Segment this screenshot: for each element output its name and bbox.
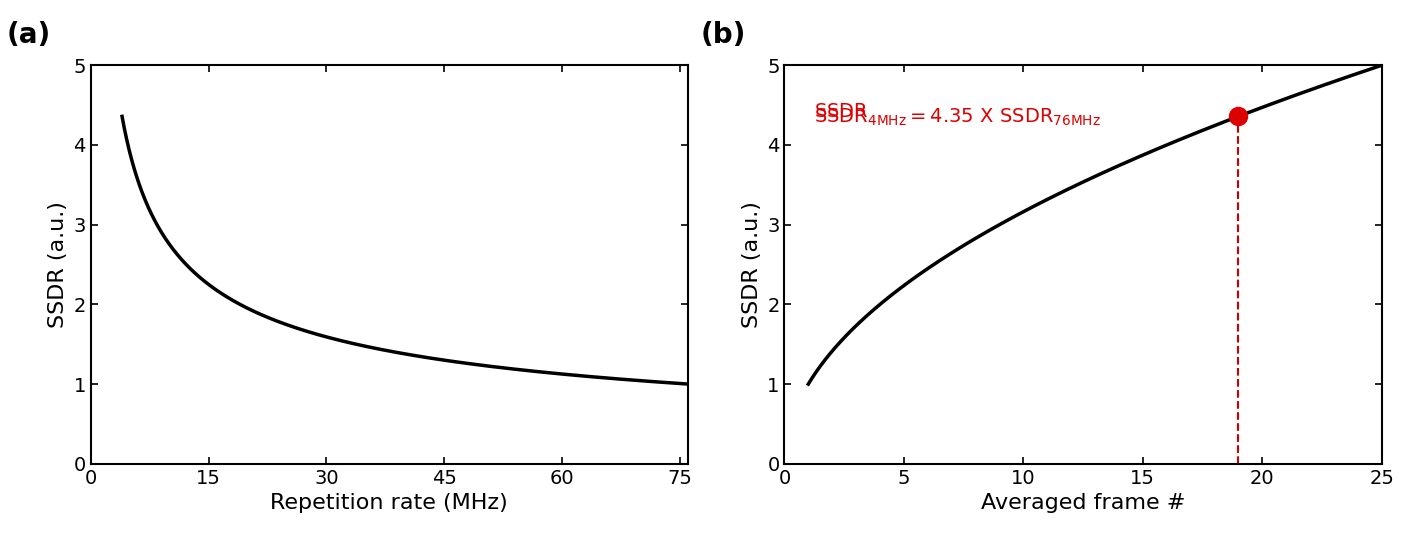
Text: (b): (b) (700, 21, 746, 49)
Text: $\mathregular{SSDR}$: $\mathregular{SSDR}$ (814, 102, 869, 121)
Y-axis label: SSDR (a.u.): SSDR (a.u.) (741, 201, 761, 328)
Y-axis label: SSDR (a.u.): SSDR (a.u.) (48, 201, 68, 328)
Text: $\rm SSDR_{4MHz}$$ = 4.35\ \rm X\ SSDR_{76MHz}$: $\rm SSDR_{4MHz}$$ = 4.35\ \rm X\ SSDR_{… (814, 106, 1101, 128)
X-axis label: Repetition rate (MHz): Repetition rate (MHz) (270, 493, 508, 513)
Text: (a): (a) (7, 21, 51, 49)
X-axis label: Averaged frame #: Averaged frame # (981, 493, 1186, 513)
